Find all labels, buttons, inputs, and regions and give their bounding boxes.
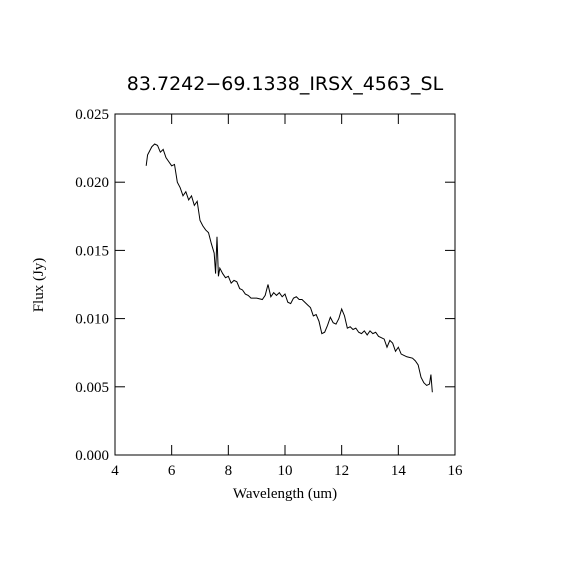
x-tick-label: 6	[168, 463, 176, 479]
y-tick-label: 0.025	[75, 107, 109, 123]
x-tick-label: 8	[225, 463, 233, 479]
x-tick-label: 14	[391, 463, 407, 479]
y-tick-label: 0.020	[75, 175, 109, 191]
x-tick-label: 4	[111, 463, 119, 479]
x-tick-label: 10	[278, 463, 293, 479]
x-tick-label: 12	[334, 463, 349, 479]
chart-title: 83.7242−69.1338_IRSX_4563_SL	[127, 73, 444, 95]
x-axis-label: Wavelength (um)	[233, 486, 337, 502]
y-tick-label: 0.000	[75, 448, 109, 464]
data-line	[145, 143, 433, 393]
y-tick-label: 0.005	[75, 380, 109, 396]
y-tick-label: 0.015	[75, 243, 109, 259]
y-tick-label: 0.010	[75, 312, 109, 328]
x-tick-label: 16	[448, 463, 464, 479]
y-axis-label: Flux (Jy)	[31, 258, 47, 313]
